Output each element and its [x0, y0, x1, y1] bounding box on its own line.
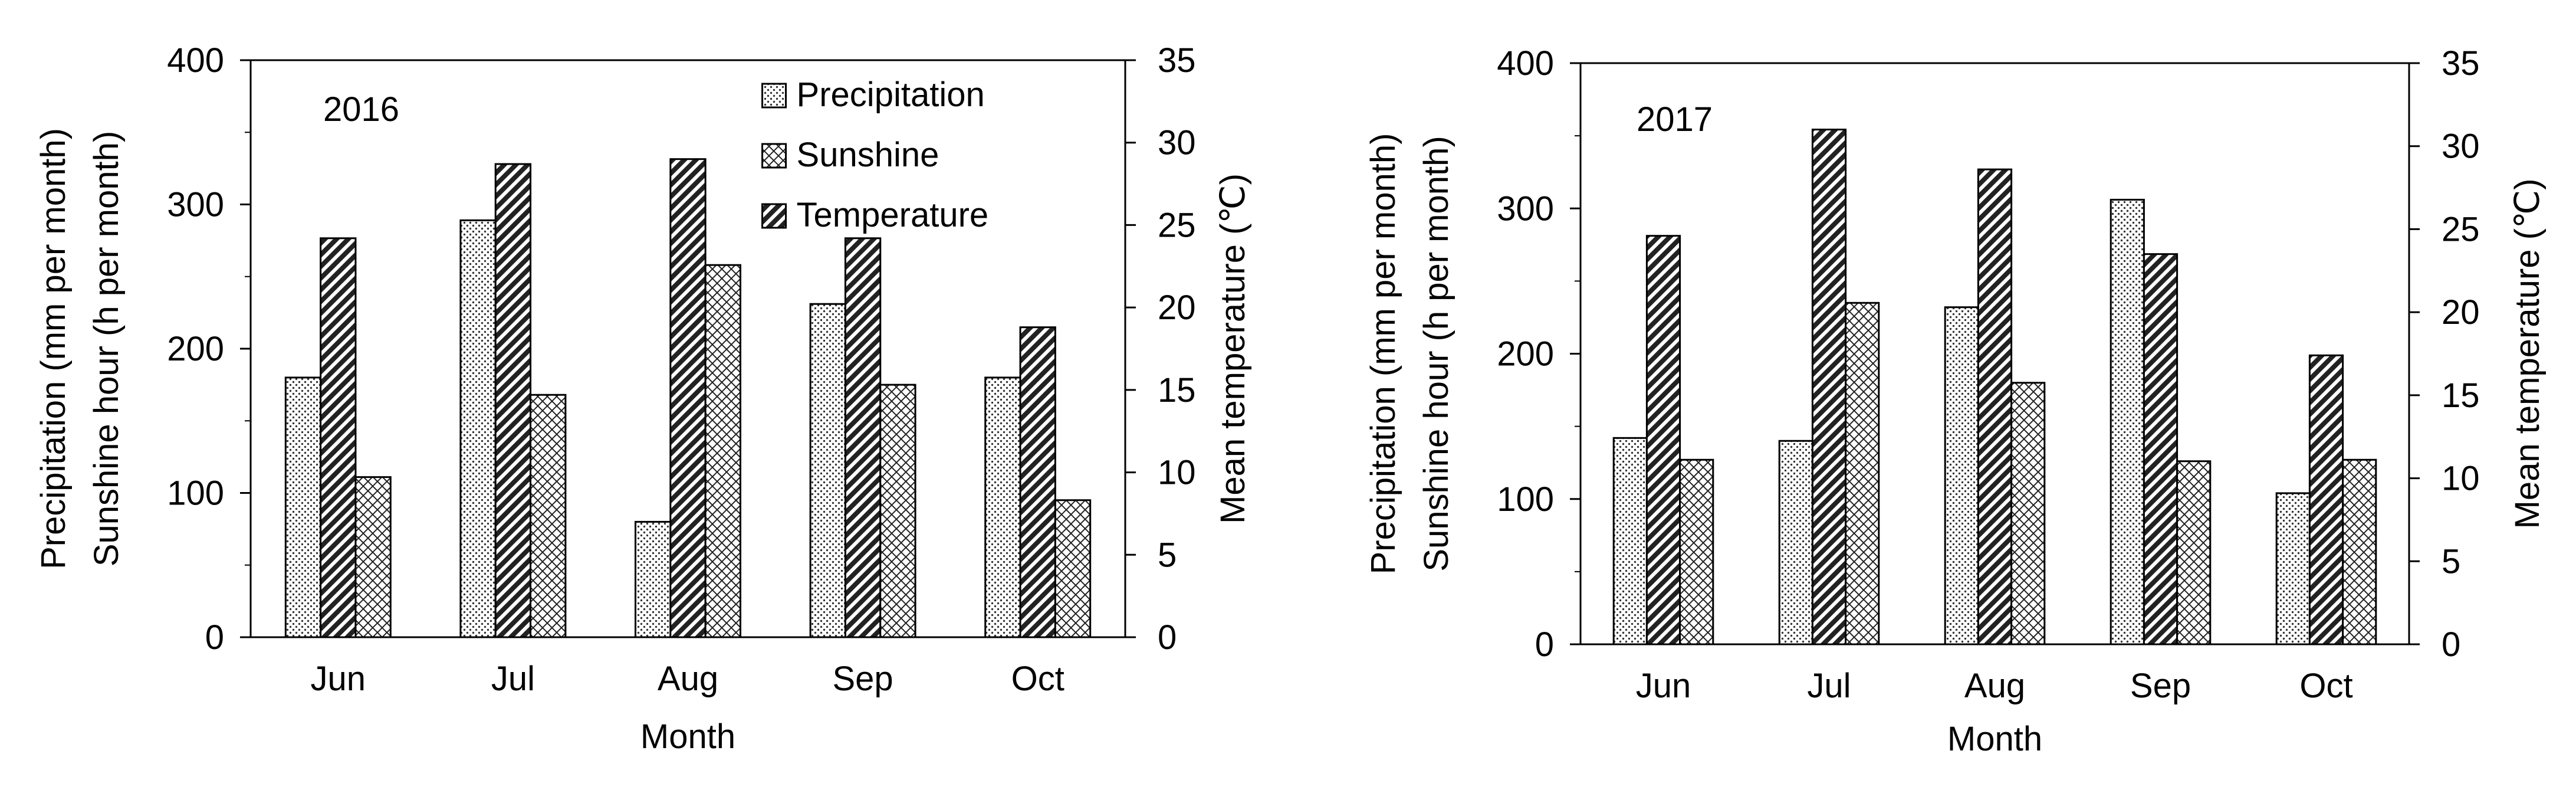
y-right-tick-label: 25 — [2442, 210, 2480, 248]
x-tick-label: Sep — [2130, 667, 2191, 705]
y-left-tick-label: 400 — [167, 41, 224, 80]
y-right-tick-label: 30 — [2442, 127, 2480, 166]
bar-temperature-aug — [669, 158, 707, 638]
y-right-tick-label: 10 — [1158, 454, 1196, 492]
y-left-tick-label: 100 — [167, 474, 224, 513]
x-tick-label: Aug — [1964, 667, 2025, 705]
y-left-tick-label: 200 — [1497, 335, 1554, 373]
chart-2017: 0 100 200 300 400 0 5 10 15 20 25 30 35 Precipitation… — [1364, 44, 2547, 758]
legend-swatch-temperature — [761, 203, 787, 229]
bar-temperature-jul — [494, 163, 532, 638]
x-tick-label: Jun — [311, 660, 366, 698]
bar-temperature-jun — [320, 237, 357, 638]
bar-sunshine-jun — [354, 476, 392, 638]
bar-temperature-aug — [1977, 168, 2013, 645]
bar-sunshine-aug — [704, 264, 741, 638]
y-right-tick-label: 20 — [2442, 293, 2480, 332]
legend-swatch-precipitation — [761, 83, 787, 109]
bar-sunshine-sep — [2176, 460, 2212, 645]
y-right-tick-label: 5 — [2442, 542, 2460, 581]
x-tick-label: Oct — [1011, 660, 1064, 698]
y-left-label-sunshine: Sunshine hour (h per month) — [87, 131, 126, 566]
y-right-tick-label: 35 — [1158, 41, 1196, 80]
bar-sunshine-jul — [530, 394, 567, 638]
bar-precipitation-jun — [1612, 437, 1648, 645]
legend-label-temperature: Temperature — [797, 196, 989, 234]
y-right-tick-label: 5 — [1158, 536, 1177, 574]
bar-sunshine-oct — [2342, 458, 2377, 645]
y-right-tick-label: 30 — [1158, 124, 1196, 162]
bar-temperature-jul — [1811, 129, 1847, 645]
x-tick-label: Oct — [2299, 667, 2352, 705]
y-left-tick-label: 100 — [1497, 480, 1554, 519]
y-right-tick-label: 0 — [2442, 625, 2460, 664]
x-tick-label: Jun — [1636, 667, 1691, 705]
y-right-tick-label: 35 — [2442, 44, 2480, 83]
x-axis-label: Month — [640, 717, 735, 756]
bar-temperature-sep — [2143, 253, 2179, 645]
bar-temperature-oct — [1019, 326, 1056, 638]
year-label: 2017 — [1637, 100, 1713, 139]
bar-temperature-oct — [2308, 354, 2344, 645]
x-tick-label: Jul — [491, 660, 535, 698]
y-left-label-sunshine: Sunshine hour (h per month) — [1417, 136, 1455, 571]
y-right-label: Mean temperature (℃) — [2508, 179, 2547, 529]
y-right-tick-label: 15 — [1158, 371, 1196, 409]
x-tick-label: Aug — [658, 660, 718, 698]
bar-sunshine-aug — [2010, 382, 2046, 645]
charts-layer: 010020030040005101520253035Precipitation… — [34, 41, 2547, 758]
y-right-tick-label: 15 — [2442, 376, 2480, 415]
bar-precipitation-jun — [284, 376, 322, 638]
x-tick-label: Sep — [832, 660, 893, 698]
y-left-tick-label: 300 — [167, 186, 224, 224]
bar-precipitation-jul — [459, 219, 497, 638]
bar-sunshine-sep — [879, 384, 916, 638]
bar-precipitation-oct — [2275, 492, 2311, 645]
bar-temperature-sep — [844, 237, 882, 638]
bar-sunshine-jul — [1845, 301, 1880, 645]
y-left-label-precipitation: Precipitation (mm per month) — [1364, 133, 1402, 575]
legend-label-precipitation: Precipitation — [797, 76, 985, 114]
y-left-tick-label: 200 — [167, 330, 224, 368]
y-left-tick-label: 0 — [205, 618, 224, 657]
y-right-tick-label: 10 — [2442, 460, 2480, 498]
bar-temperature-jun — [1645, 235, 1681, 645]
y-right-tick-label: 20 — [1158, 289, 1196, 327]
bar-precipitation-aug — [635, 520, 672, 638]
legend-label-sunshine: Sunshine — [797, 136, 939, 174]
y-right-tick-label: 25 — [1158, 206, 1196, 244]
y-left-tick-label: 400 — [1497, 44, 1554, 83]
y-right-label: Mean temperature (℃) — [1214, 173, 1252, 524]
x-axis-label: Month — [1947, 720, 2042, 758]
legend: Precipitation Sunshine Temperature — [761, 76, 989, 234]
year-label: 2016 — [323, 90, 399, 129]
chart-2016: 0 100 200 300 400 0 5 10 15 20 25 30 35 Precipitation… — [34, 41, 1252, 756]
bar-sunshine-oct — [1054, 499, 1092, 638]
legend-swatch-sunshine — [761, 143, 787, 169]
y-right-tick-label: 0 — [1158, 618, 1177, 657]
bar-precipitation-aug — [1944, 306, 1979, 645]
bar-precipitation-oct — [984, 376, 1021, 638]
bar-precipitation-jul — [1778, 440, 1813, 645]
x-tick-label: Jul — [1807, 667, 1851, 705]
y-left-tick-label: 300 — [1497, 189, 1554, 228]
y-left-label-precipitation: Precipitation (mm per month) — [34, 128, 73, 569]
bar-sunshine-jun — [1679, 458, 1714, 645]
bar-precipitation-sep — [2110, 198, 2145, 645]
bar-precipitation-sep — [809, 303, 846, 638]
y-left-tick-label: 0 — [1535, 625, 1554, 664]
